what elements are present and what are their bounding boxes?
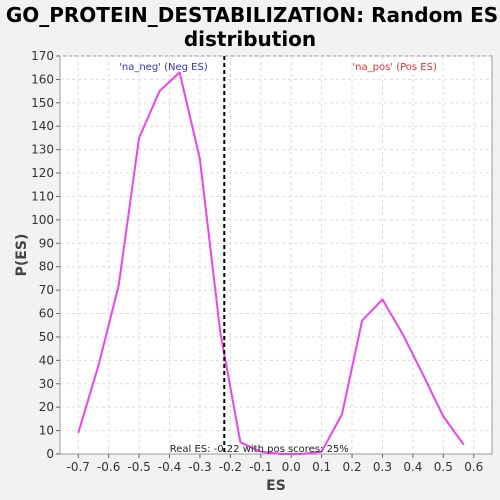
x-tick-label: 0.4 [403, 460, 422, 474]
x-tick-label: -0.2 [219, 460, 242, 474]
x-tick-label: -0.1 [249, 460, 272, 474]
x-axis-ticks: -0.7 -0.6 -0.5 -0.4 -0.3 -0.2 -0.1 0.0 0.1 0.2 0.3… [67, 454, 484, 474]
y-axis-label: P(ES) [14, 234, 30, 277]
y-tick-label: 60 [39, 307, 54, 321]
x-tick-label: 0.1 [312, 460, 331, 474]
y-tick-label: 30 [39, 377, 54, 391]
y-tick-label: 40 [39, 353, 54, 367]
y-tick-label: 120 [31, 166, 54, 180]
chart-title-line2: distribution [184, 27, 316, 51]
y-tick-label: 10 [39, 424, 54, 438]
pos-es-label: 'na_pos' (Pos ES) [352, 62, 437, 73]
chart-title-line1: GO_PROTEIN_DESTABILIZATION: Random ES [6, 3, 498, 27]
x-tick-label: -0.6 [97, 460, 120, 474]
y-tick-label: 130 [31, 143, 54, 157]
x-tick-label: -0.3 [188, 460, 211, 474]
y-tick-label: 20 [39, 400, 54, 414]
x-tick-label: 0.3 [373, 460, 392, 474]
y-tick-label: 0 [46, 447, 54, 461]
x-tick-label: -0.5 [127, 460, 150, 474]
x-tick-label: -0.4 [158, 460, 181, 474]
y-tick-label: 160 [31, 72, 54, 86]
y-tick-label: 90 [39, 236, 54, 250]
plot-area [60, 56, 492, 454]
y-tick-label: 50 [39, 330, 54, 344]
x-tick-label: 0.6 [464, 460, 483, 474]
x-tick-label: 0.5 [434, 460, 453, 474]
neg-es-label: 'na_neg' (Neg ES) [119, 62, 208, 73]
y-tick-label: 140 [31, 119, 54, 133]
y-tick-label: 100 [31, 213, 54, 227]
x-tick-label: 0.2 [343, 460, 362, 474]
y-tick-label: 150 [31, 96, 54, 110]
y-tick-label: 170 [31, 49, 54, 63]
x-tick-label: 0.0 [282, 460, 301, 474]
x-axis-label: ES [266, 478, 286, 494]
y-tick-label: 110 [31, 189, 54, 203]
y-tick-label: 80 [39, 260, 54, 274]
y-axis-ticks: 0 10 20 30 40 50 60 70 80 90 100 110 120 130 140 150 160… [31, 49, 60, 461]
real-es-annotation: Real ES: -0.22 with pos scores: 25% [170, 444, 349, 455]
y-tick-label: 70 [39, 283, 54, 297]
x-tick-label: -0.7 [67, 460, 90, 474]
